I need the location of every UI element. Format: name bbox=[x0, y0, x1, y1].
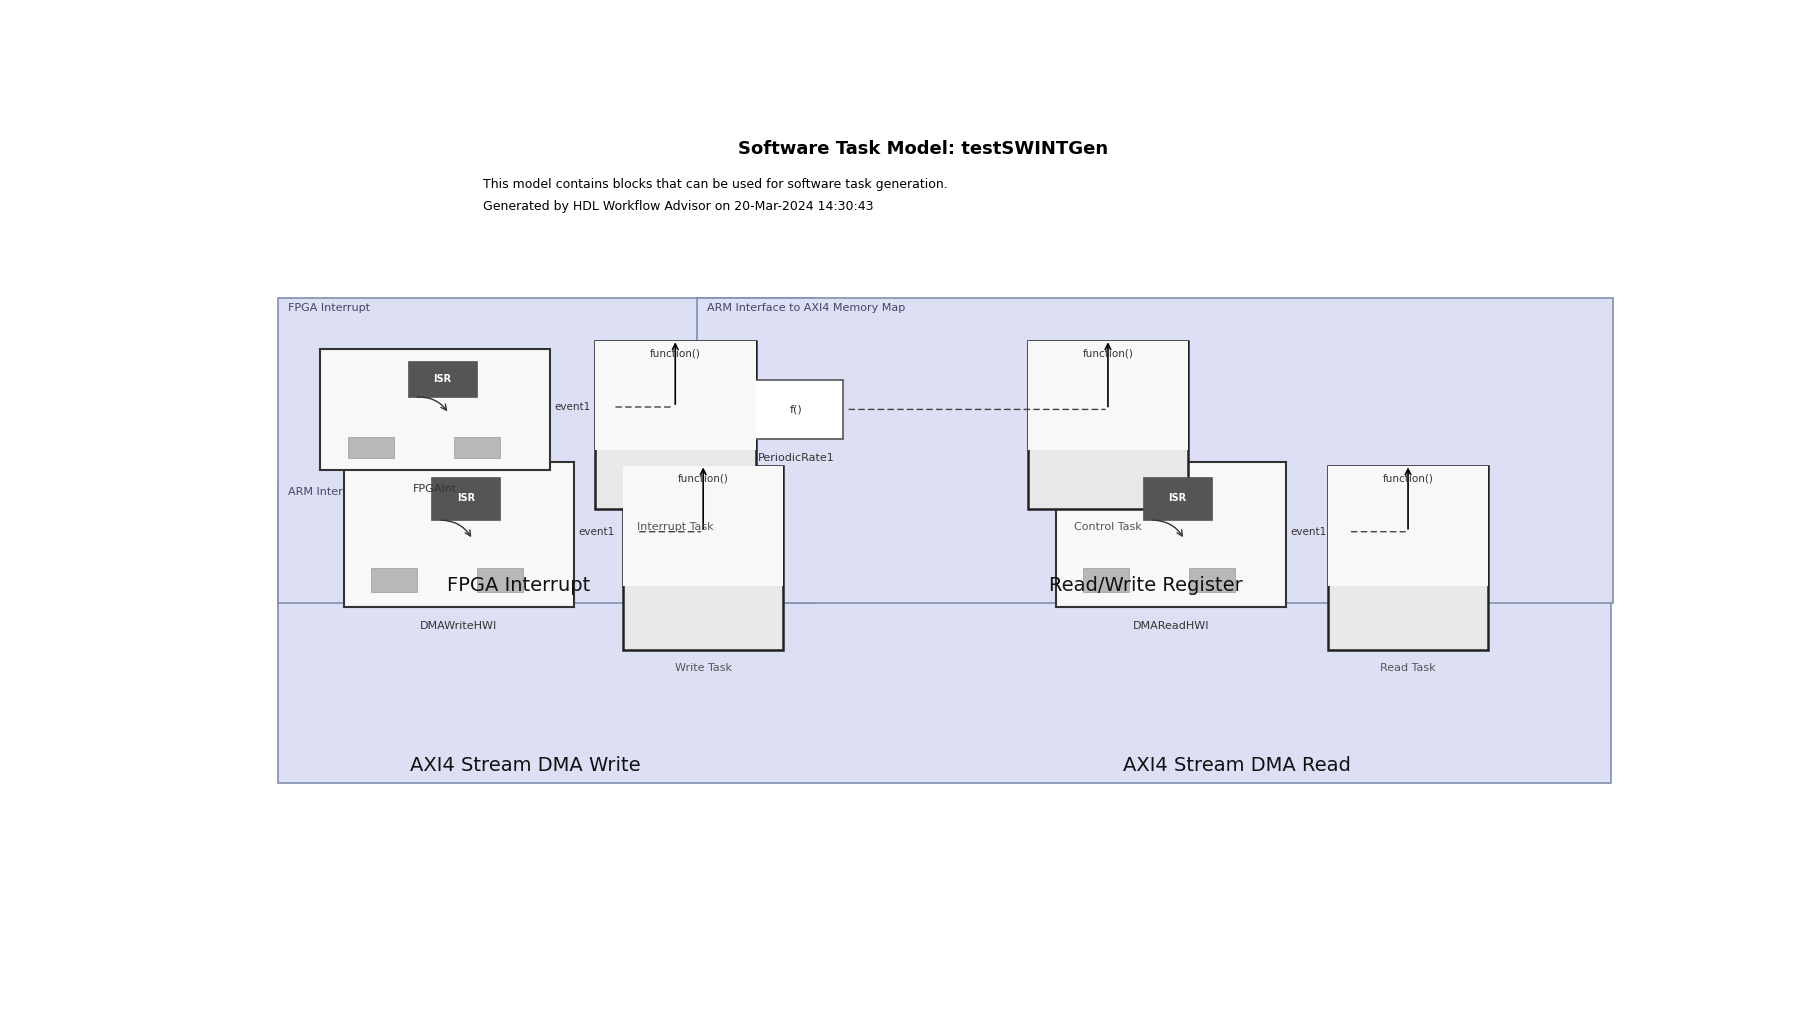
FancyBboxPatch shape bbox=[1327, 466, 1488, 585]
FancyBboxPatch shape bbox=[1055, 462, 1286, 607]
FancyBboxPatch shape bbox=[697, 298, 1612, 604]
Text: Control Task: Control Task bbox=[1073, 521, 1142, 531]
FancyBboxPatch shape bbox=[1144, 477, 1212, 520]
Text: AXI4 Stream DMA Write: AXI4 Stream DMA Write bbox=[411, 756, 641, 775]
FancyBboxPatch shape bbox=[430, 477, 501, 520]
Text: PeriodicRate1: PeriodicRate1 bbox=[758, 453, 834, 463]
FancyBboxPatch shape bbox=[407, 361, 477, 397]
Text: ISR: ISR bbox=[432, 374, 452, 384]
Text: function(): function() bbox=[1383, 473, 1434, 484]
FancyBboxPatch shape bbox=[321, 348, 551, 470]
FancyBboxPatch shape bbox=[277, 482, 1612, 783]
FancyBboxPatch shape bbox=[594, 341, 756, 509]
Text: event1: event1 bbox=[578, 526, 614, 536]
Text: FPGA Interrupt: FPGA Interrupt bbox=[447, 576, 591, 595]
Text: AXI4 Stream DMA Read: AXI4 Stream DMA Read bbox=[1124, 756, 1351, 775]
Text: Software Task Model: testSWINTGen: Software Task Model: testSWINTGen bbox=[738, 140, 1108, 158]
FancyBboxPatch shape bbox=[623, 466, 783, 585]
Text: Generated by HDL Workflow Advisor on 20-Mar-2024 14:30:43: Generated by HDL Workflow Advisor on 20-… bbox=[483, 200, 873, 213]
FancyBboxPatch shape bbox=[1028, 341, 1189, 450]
Text: ISR: ISR bbox=[1169, 494, 1187, 503]
Text: event1: event1 bbox=[1290, 526, 1326, 536]
Text: This model contains blocks that can be used for software task generation.: This model contains blocks that can be u… bbox=[483, 178, 947, 191]
FancyBboxPatch shape bbox=[371, 568, 418, 592]
Text: ISR: ISR bbox=[457, 494, 475, 503]
Text: Read Task: Read Task bbox=[1380, 662, 1435, 673]
Text: f(): f() bbox=[789, 404, 803, 415]
Text: function(): function() bbox=[650, 348, 701, 359]
Text: FPGAInt: FPGAInt bbox=[412, 485, 457, 494]
FancyBboxPatch shape bbox=[344, 462, 575, 607]
Text: FPGA Interrupt: FPGA Interrupt bbox=[288, 304, 369, 313]
FancyBboxPatch shape bbox=[477, 568, 524, 592]
Text: function(): function() bbox=[677, 473, 729, 484]
Text: Read/Write Register: Read/Write Register bbox=[1050, 576, 1243, 595]
FancyBboxPatch shape bbox=[277, 298, 816, 604]
FancyBboxPatch shape bbox=[1028, 341, 1189, 509]
Text: function(): function() bbox=[1082, 348, 1133, 359]
Text: Write Task: Write Task bbox=[675, 662, 731, 673]
FancyBboxPatch shape bbox=[348, 437, 394, 458]
Text: DMAWriteHWI: DMAWriteHWI bbox=[420, 621, 497, 631]
Text: ARM Interface to AXI4 Memory Map: ARM Interface to AXI4 Memory Map bbox=[706, 304, 904, 313]
Text: DMAReadHWI: DMAReadHWI bbox=[1133, 621, 1208, 631]
FancyBboxPatch shape bbox=[623, 466, 783, 650]
FancyBboxPatch shape bbox=[594, 341, 756, 450]
FancyBboxPatch shape bbox=[749, 380, 843, 439]
FancyBboxPatch shape bbox=[1327, 466, 1488, 650]
FancyBboxPatch shape bbox=[1189, 568, 1235, 592]
FancyBboxPatch shape bbox=[454, 437, 499, 458]
Text: ARM Interface to AXI4 Stream DMA: ARM Interface to AXI4 Stream DMA bbox=[288, 488, 483, 497]
Text: Interrupt Task: Interrupt Task bbox=[638, 521, 713, 531]
Text: event1: event1 bbox=[555, 402, 591, 412]
FancyBboxPatch shape bbox=[1082, 568, 1129, 592]
